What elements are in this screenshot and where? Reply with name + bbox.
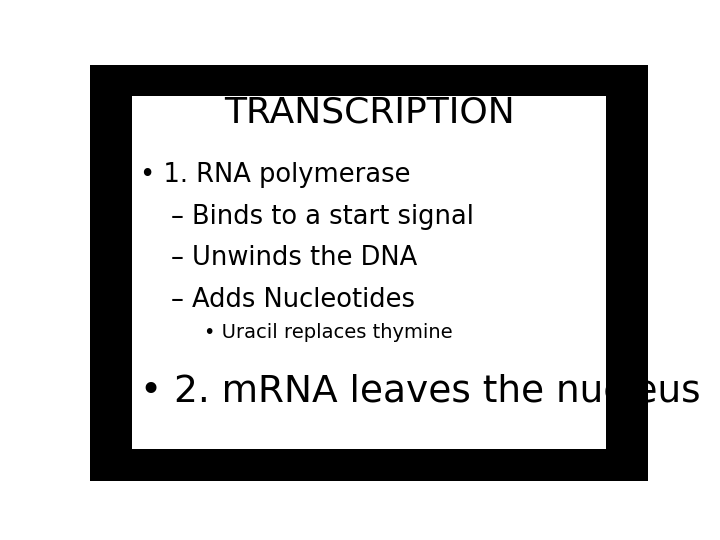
Bar — [127, 92, 611, 453]
Bar — [122, 88, 616, 457]
Bar — [129, 93, 609, 452]
Bar — [130, 94, 608, 451]
Text: – Binds to a start signal: – Binds to a start signal — [171, 204, 474, 230]
Bar — [132, 96, 606, 449]
Bar — [125, 91, 613, 455]
Bar — [131, 95, 607, 450]
Bar — [118, 86, 620, 460]
Bar — [127, 93, 611, 453]
Text: – Adds Nucleotides: – Adds Nucleotides — [171, 287, 415, 313]
Text: • 1. RNA polymerase: • 1. RNA polymerase — [140, 162, 410, 188]
Text: – Unwinds the DNA: – Unwinds the DNA — [171, 245, 417, 271]
Bar — [122, 89, 616, 456]
Bar — [120, 87, 618, 458]
Text: • Uracil replaces thymine: • Uracil replaces thymine — [204, 323, 453, 342]
Bar — [132, 96, 606, 449]
Bar — [124, 90, 615, 456]
Bar — [120, 86, 618, 459]
Text: TRANSCRIPTION: TRANSCRIPTION — [224, 96, 514, 130]
Bar — [125, 91, 613, 454]
Text: • 2. mRNA leaves the nucleus: • 2. mRNA leaves the nucleus — [140, 373, 701, 409]
